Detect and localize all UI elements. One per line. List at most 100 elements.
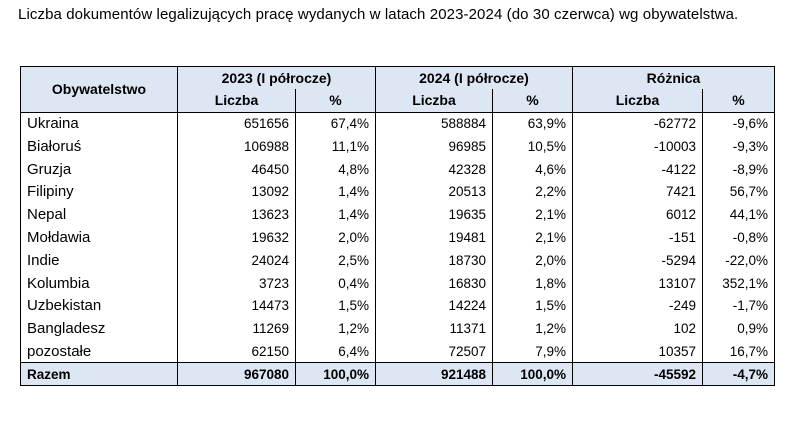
table-row: pozostałe 62150 6,4% 72507 7,9% 10357 16,7% — [20, 340, 775, 363]
country-name: Indie — [20, 248, 178, 272]
cell-percent-difference: 56,7% — [702, 180, 775, 204]
cell-percent-difference: -8,9% — [702, 157, 775, 181]
legalization-documents-table: Obywatelstwo 2023 (I półrocze) 2024 (I p… — [20, 66, 775, 387]
cell-percent-2023: 0,4% — [295, 271, 376, 295]
country-name: pozostałe — [20, 340, 178, 363]
cell-count-2024: 16830 — [375, 271, 493, 295]
cell-percent-2023: 2,5% — [295, 248, 376, 272]
cell-percent-difference: -9,3% — [702, 134, 775, 158]
cell-percent-2023: 67,4% — [295, 111, 376, 135]
country-name: Ukraina — [20, 111, 178, 135]
table-row: Mołdawia 19632 2,0% 19481 2,1% -151 -0,8% — [20, 226, 775, 249]
country-name: Gruzja — [20, 157, 178, 181]
cell-count-2024: 19635 — [375, 203, 493, 227]
cell-percent-2023: 4,8% — [295, 157, 376, 181]
cell-count-2023: 651656 — [177, 111, 296, 135]
country-name: Filipiny — [20, 180, 178, 204]
total-count-2023: 967080 — [177, 362, 296, 387]
cell-count-difference: -10003 — [572, 134, 703, 158]
cell-percent-2023: 1,4% — [295, 203, 376, 227]
cell-count-2024: 96985 — [375, 134, 493, 158]
table-row: Uzbekistan 14473 1,5% 14224 1,5% -249 -1,7% — [20, 294, 775, 318]
column-header-citizenship: Obywatelstwo — [20, 66, 178, 113]
cell-count-2023: 106988 — [177, 134, 296, 158]
cell-percent-difference: 44,1% — [702, 203, 775, 227]
total-percent-difference: -4,7% — [702, 362, 775, 387]
cell-count-difference: -151 — [572, 226, 703, 249]
cell-percent-2023: 11,1% — [295, 134, 376, 158]
cell-percent-2024: 1,8% — [492, 271, 573, 295]
cell-percent-2024: 7,9% — [492, 340, 573, 363]
group-header-2024: 2024 (I półrocze) — [375, 66, 573, 90]
cell-count-difference: -62772 — [572, 111, 703, 135]
cell-count-2024: 11371 — [375, 317, 493, 341]
cell-percent-difference: -22,0% — [702, 248, 775, 272]
cell-count-2023: 3723 — [177, 271, 296, 295]
cell-percent-2024: 2,0% — [492, 248, 573, 272]
cell-count-difference: 7421 — [572, 180, 703, 204]
cell-percent-2024: 10,5% — [492, 134, 573, 158]
cell-count-2024: 588884 — [375, 111, 493, 135]
cell-percent-2023: 6,4% — [295, 340, 376, 363]
cell-count-2023: 46450 — [177, 157, 296, 181]
group-header-2023: 2023 (I półrocze) — [177, 66, 376, 90]
cell-count-difference: -249 — [572, 294, 703, 318]
cell-count-2023: 62150 — [177, 340, 296, 363]
cell-count-2024: 20513 — [375, 180, 493, 204]
subheader-percent-2023: % — [295, 89, 376, 113]
table-row-total: Razem 967080 100,0% 921488 100,0% -45592… — [20, 362, 775, 387]
subheader-count-2024: Liczba — [375, 89, 493, 113]
cell-percent-2024: 2,1% — [492, 226, 573, 249]
country-name: Mołdawia — [20, 226, 178, 249]
subheader-count-2023: Liczba — [177, 89, 296, 113]
cell-percent-difference: 16,7% — [702, 340, 775, 363]
cell-count-2023: 13623 — [177, 203, 296, 227]
cell-percent-2024: 2,2% — [492, 180, 573, 204]
subheader-percent-difference: % — [702, 89, 775, 113]
table-caption: Liczba dokumentów legalizujących pracę w… — [18, 6, 739, 23]
cell-count-difference: 6012 — [572, 203, 703, 227]
cell-count-2023: 24024 — [177, 248, 296, 272]
cell-count-2024: 18730 — [375, 248, 493, 272]
cell-count-2024: 42328 — [375, 157, 493, 181]
total-count-difference: -45592 — [572, 362, 703, 387]
cell-count-difference: -4122 — [572, 157, 703, 181]
cell-count-2024: 72507 — [375, 340, 493, 363]
cell-count-difference: 102 — [572, 317, 703, 341]
total-percent-2024: 100,0% — [492, 362, 573, 387]
subheader-percent-2024: % — [492, 89, 573, 113]
country-name: Nepal — [20, 203, 178, 227]
cell-percent-difference: 0,9% — [702, 317, 775, 341]
cell-percent-difference: 352,1% — [702, 271, 775, 295]
total-percent-2023: 100,0% — [295, 362, 376, 387]
cell-percent-2024: 4,6% — [492, 157, 573, 181]
table-body: Ukraina 651656 67,4% 588884 63,9% -62772 -9,6%… — [20, 111, 775, 363]
country-name: Kolumbia — [20, 271, 178, 295]
cell-count-difference: -5294 — [572, 248, 703, 272]
cell-percent-2023: 1,4% — [295, 180, 376, 204]
cell-count-2023: 11269 — [177, 317, 296, 341]
cell-count-2024: 19481 — [375, 226, 493, 249]
cell-percent-2024: 2,1% — [492, 203, 573, 227]
table-row: Gruzja 46450 4,8% 42328 4,6% -4122 -8,9% — [20, 157, 775, 181]
country-name: Bangladesz — [20, 317, 178, 341]
cell-percent-2023: 1,2% — [295, 317, 376, 341]
cell-percent-difference: -9,6% — [702, 111, 775, 135]
subheader-count-difference: Liczba — [572, 89, 703, 113]
total-label: Razem — [20, 362, 178, 387]
table-row: Nepal 13623 1,4% 19635 2,1% 6012 44,1% — [20, 203, 775, 227]
table-row: Indie 24024 2,5% 18730 2,0% -5294 -22,0% — [20, 248, 775, 272]
header-row-subcolumns: Liczba % Liczba % Liczba % — [21, 89, 775, 113]
cell-percent-2023: 1,5% — [295, 294, 376, 318]
country-name: Białoruś — [20, 134, 178, 158]
cell-count-difference: 10357 — [572, 340, 703, 363]
cell-percent-2024: 63,9% — [492, 111, 573, 135]
cell-percent-difference: -0,8% — [702, 226, 775, 249]
group-header-difference: Różnica — [572, 66, 775, 90]
cell-percent-2024: 1,2% — [492, 317, 573, 341]
cell-percent-2023: 2,0% — [295, 226, 376, 249]
table-row: Kolumbia 3723 0,4% 16830 1,8% 13107 352,1% — [20, 271, 775, 295]
header-row-groups: Obywatelstwo 2023 (I półrocze) 2024 (I p… — [20, 66, 775, 113]
table-row: Bangladesz 11269 1,2% 11371 1,2% 102 0,9% — [20, 317, 775, 341]
cell-percent-difference: -1,7% — [702, 294, 775, 318]
